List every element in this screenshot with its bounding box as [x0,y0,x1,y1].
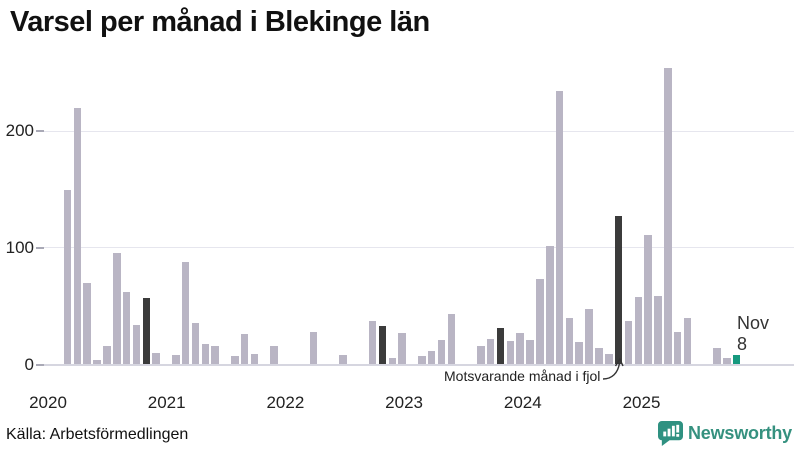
y-axis-tick [36,130,44,133]
bar-2021-12 [270,345,278,365]
x-axis-label-2021: 2021 [147,393,186,412]
bar-2020-03 [63,189,72,365]
bar-2021-10 [250,354,259,365]
bar-2025-01 [634,296,643,365]
x-axis-label-2025: 2025 [622,393,661,412]
bar-2024-04 [545,245,554,365]
bar-2023-04 [427,350,436,365]
bar-2020-10 [132,324,141,365]
bar-2024-07 [575,342,584,365]
current-month-name: Nov [737,313,770,333]
bar-2022-07 [339,355,347,365]
bar-2024-01 [516,333,524,365]
bar-2025-03 [654,295,662,365]
bar-2024-12 [624,321,633,365]
bar-2022-11 [378,326,387,365]
newsworthy-logo-icon [657,420,683,446]
chart-title: Varsel per månad i Blekinge län [10,6,430,38]
gridline-0 [42,363,794,366]
bar-2022-10 [368,321,377,365]
x-axis-label-2023: 2023 [385,393,423,412]
bar-2023-01 [398,333,406,365]
gridline-100 [42,247,794,249]
bar-2021-04 [191,322,200,365]
x-axis-label-2024: 2024 [503,393,542,412]
y-axis-tick [36,363,44,366]
bar-2024-11 [614,216,623,365]
bar-2023-11 [496,328,505,365]
bar-2024-06 [565,317,574,365]
bar-2020-09 [122,292,131,365]
bar-2021-08 [231,356,239,365]
bar-2021-02 [172,355,180,365]
bar-2022-04 [309,331,318,365]
newsworthy-wordmark: Newsworthy [687,422,792,443]
x-axis-label-2022: 2022 [266,393,305,412]
bar-2025-04 [664,68,672,365]
bar-2023-05 [437,340,446,365]
source-text: Källa: Arbetsförmedlingen [6,426,189,443]
bar-2024-10 [604,354,613,365]
bar-2023-12 [506,341,515,365]
bar-2024-05 [555,90,564,365]
bar-2021-09 [240,334,249,365]
bar-2025-09 [713,348,721,365]
bar-2025-05 [673,331,682,365]
y-axis-label: 200 [5,121,34,141]
bar-2024-02 [526,340,534,365]
x-axis-label-2020: 2020 [29,393,67,412]
bar-2020-05 [83,282,92,365]
bar-2021-06 [211,345,219,365]
bar-2020-04 [73,108,82,365]
y-axis-tick [36,246,44,249]
current-month-label: Nov 8 [737,313,769,355]
bar-2024-09 [595,348,603,365]
bar-2023-06 [447,314,456,365]
y-axis-label: 100 [5,237,34,257]
bar-2020-12 [152,352,160,365]
annotation-arrow-icon [602,357,624,380]
bar-2021-05 [201,343,210,365]
bar-2020-11 [142,298,151,365]
bar-2023-09 [477,345,485,365]
bar-2023-10 [486,338,495,365]
bar-2024-03 [536,279,544,365]
bar-2020-06 [93,359,101,365]
bar-2020-07 [103,345,111,365]
annotation-text: Motsvarande månad i fjol [444,368,601,384]
bar-2023-03 [418,356,426,365]
bar-2025-10 [723,357,731,365]
y-axis-label: 0 [24,354,34,374]
bar-2025-02 [644,235,652,365]
bar-2020-08 [112,252,121,365]
gridline-200 [42,130,794,132]
bar-2025-06 [683,317,692,365]
bar-2021-03 [181,261,190,365]
bar-2022-12 [388,357,397,365]
bar-2024-08 [585,308,593,365]
newsworthy-brand: Newsworthy [657,420,792,446]
current-month-value: 8 [737,334,748,354]
bar-2025-11 [732,355,741,365]
